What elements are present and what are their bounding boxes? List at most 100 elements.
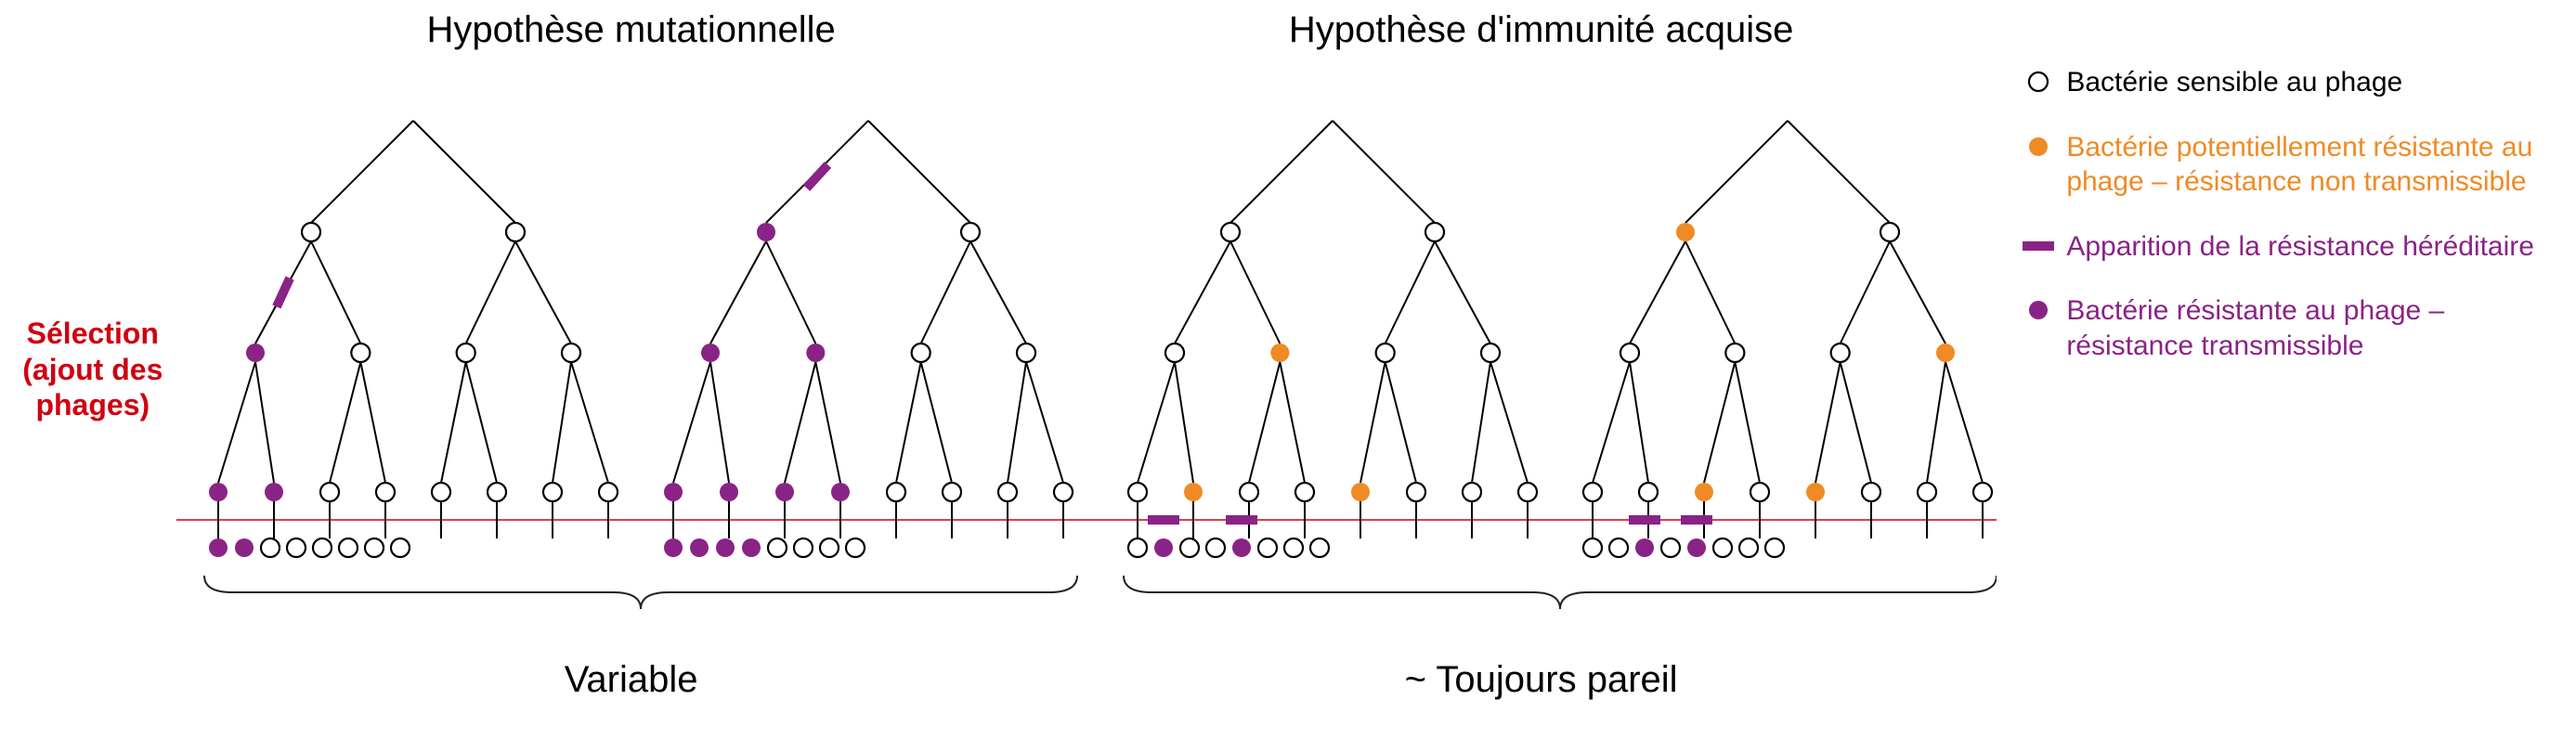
tree-svg bbox=[176, 56, 1997, 706]
tree-edge bbox=[1490, 362, 1528, 483]
tree-edge bbox=[330, 362, 360, 483]
bacteria-node bbox=[1639, 483, 1658, 501]
tree-edge bbox=[571, 362, 608, 483]
open-circle-icon bbox=[2010, 65, 2066, 95]
brace-icon bbox=[1124, 576, 1997, 609]
bacteria-node bbox=[1518, 483, 1537, 501]
tree-edge bbox=[1138, 362, 1175, 483]
bacteria-node bbox=[820, 538, 839, 557]
bacteria-node bbox=[806, 344, 825, 362]
legend: Bactérie sensible au phage Bactérie poten… bbox=[1992, 9, 2567, 393]
bacteria-node bbox=[506, 223, 525, 241]
resistance-tick-icon bbox=[1148, 515, 1179, 525]
tree-edge bbox=[1175, 362, 1193, 483]
bacteria-node bbox=[1351, 483, 1370, 501]
bacteria-node bbox=[1154, 538, 1173, 557]
tree-edge bbox=[1175, 241, 1230, 344]
tree-edge bbox=[1630, 362, 1648, 483]
tree-edge bbox=[1840, 241, 1889, 344]
tree-edge bbox=[896, 362, 921, 483]
bacteria-node bbox=[716, 538, 735, 557]
bacteria-node bbox=[1609, 538, 1628, 557]
brace-icon bbox=[204, 576, 1077, 609]
tree-edge bbox=[1385, 241, 1434, 344]
tree-edge bbox=[553, 362, 571, 483]
bacteria-node bbox=[911, 344, 930, 362]
bacteria-node bbox=[209, 483, 228, 501]
bacteria-node bbox=[1128, 483, 1147, 501]
resistance-tick-icon bbox=[1629, 515, 1660, 525]
tree-edge bbox=[1788, 121, 1890, 223]
bacteria-node bbox=[961, 223, 980, 241]
bacteria-node bbox=[339, 538, 358, 557]
tree-edge bbox=[441, 362, 466, 483]
filled-circle-icon bbox=[2010, 293, 2066, 323]
bacteria-node bbox=[320, 483, 339, 501]
bacteria-node bbox=[943, 483, 961, 501]
tree-edge bbox=[1280, 362, 1305, 483]
bacteria-node bbox=[1206, 538, 1225, 557]
bacteria-node bbox=[599, 483, 618, 501]
selection-label: Sélection(ajout desphages) bbox=[9, 9, 176, 730]
bacteria-node bbox=[376, 483, 395, 501]
bacteria-node bbox=[302, 223, 320, 241]
tree-edge bbox=[710, 241, 766, 344]
bacteria-node bbox=[1270, 344, 1289, 362]
bacteria-node bbox=[757, 223, 775, 241]
tree-edge bbox=[868, 121, 970, 223]
bacteria-node bbox=[1221, 223, 1240, 241]
filled-circle-icon bbox=[2010, 130, 2066, 160]
bacteria-node bbox=[794, 538, 813, 557]
legend-item: Bactérie sensible au phage bbox=[2010, 65, 2567, 100]
tree-edge bbox=[1735, 362, 1760, 483]
bacteria-node bbox=[1375, 344, 1394, 362]
resistance-tick-icon bbox=[1226, 515, 1257, 525]
tree-edge bbox=[1385, 362, 1415, 483]
tree-edge bbox=[1360, 362, 1386, 483]
tree-edge bbox=[465, 241, 514, 344]
tree-edge bbox=[1815, 362, 1841, 483]
resistance-tick-icon bbox=[802, 162, 830, 191]
bacteria-node bbox=[1240, 483, 1258, 501]
legend-text: Bactérie résistante au phage – résistanc… bbox=[2066, 293, 2567, 363]
bacteria-node bbox=[1635, 538, 1654, 557]
resistance-tick-icon bbox=[272, 276, 293, 308]
bacteria-node bbox=[1583, 538, 1602, 557]
bacteria-node bbox=[1583, 483, 1602, 501]
bacteria-node bbox=[1128, 538, 1147, 557]
tree-edge bbox=[1630, 241, 1685, 344]
bacteria-node bbox=[1918, 483, 1936, 501]
bacteria-node bbox=[1184, 483, 1203, 501]
bacteria-node bbox=[664, 483, 683, 501]
bacteria-node bbox=[1973, 483, 1992, 501]
tree-edge bbox=[1890, 241, 1945, 344]
bacteria-node bbox=[1806, 483, 1825, 501]
bacteria-node bbox=[246, 344, 265, 362]
bacteria-node bbox=[1407, 483, 1425, 501]
bacteria-node bbox=[1725, 344, 1744, 362]
bacteria-node bbox=[1750, 483, 1769, 501]
bacteria-node bbox=[235, 538, 254, 557]
tree-edge bbox=[1230, 241, 1280, 344]
bacteria-node bbox=[209, 538, 228, 557]
bacteria-node bbox=[1687, 538, 1706, 557]
diagram-container: Sélection(ajout desphages) Hypothèse mut… bbox=[9, 9, 2567, 730]
legend-text: Apparition de la résistance héréditaire bbox=[2066, 229, 2534, 265]
tree-edge bbox=[970, 241, 1026, 344]
tree-edge bbox=[465, 362, 496, 483]
tree-edge bbox=[815, 362, 840, 483]
tree-edge bbox=[920, 362, 951, 483]
tree-edge bbox=[766, 241, 815, 344]
bottom-left: Variable bbox=[176, 659, 1086, 701]
legend-item: Bactérie potentiellement résistante au p… bbox=[2010, 130, 2567, 200]
bacteria-node bbox=[1676, 223, 1695, 241]
tree-edge bbox=[1945, 362, 1983, 483]
bacteria-node bbox=[1481, 344, 1500, 362]
bacteria-node bbox=[1284, 538, 1303, 557]
tree-edge bbox=[1472, 362, 1490, 483]
bacteria-node bbox=[1017, 344, 1035, 362]
legend-text: Bactérie sensible au phage bbox=[2066, 65, 2402, 100]
bacteria-node bbox=[1310, 538, 1329, 557]
tree-edge bbox=[1685, 121, 1788, 223]
tree-edge bbox=[710, 362, 729, 483]
